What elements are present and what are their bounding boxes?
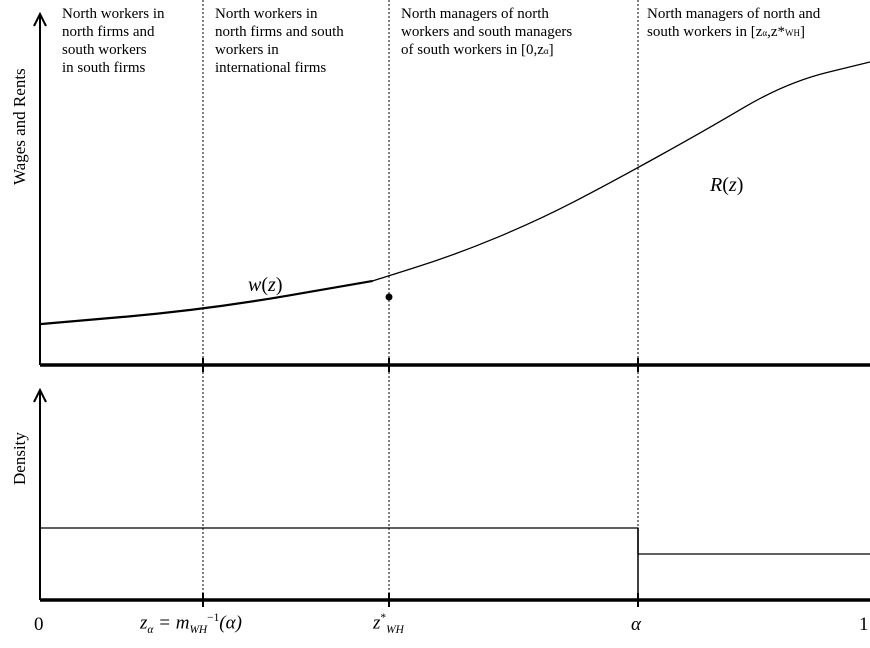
region-3-sub: α	[543, 46, 549, 56]
z-alpha-eq: = m	[153, 612, 190, 634]
region-2-label: North workers in north firms and south w…	[215, 6, 344, 76]
z-alpha-arg: (α)	[219, 612, 242, 634]
intersection-point	[385, 293, 393, 301]
region-4-comma: ,z*	[767, 24, 786, 40]
density-line	[40, 527, 870, 555]
z-alpha-z: z	[140, 612, 148, 634]
bottom-y-axis-arrow	[33, 387, 47, 403]
region-4-sub-wh: WH	[785, 28, 801, 38]
region-4-sub-alpha: α	[762, 28, 768, 38]
region-3-close: ]	[548, 42, 554, 58]
r-arg: (z)	[722, 174, 744, 196]
z-star-sub: WH	[386, 624, 404, 637]
w-arg: (z)	[261, 274, 283, 296]
w-curve	[39, 279, 373, 326]
tick-z-alpha: zα = mWH−1(α)	[140, 612, 242, 636]
r-curve-label: R(z)	[710, 174, 743, 197]
z-alpha-sub: α	[147, 624, 154, 637]
region-4-text: North managers of north and south worker…	[647, 6, 821, 40]
r-symbol: R	[710, 174, 723, 196]
y-label-density: Density	[10, 432, 29, 485]
region-3-label: North managers of north workers and sout…	[401, 5, 572, 60]
tick-alpha: α	[631, 614, 641, 635]
region-4-label: North managers of north and south worker…	[647, 5, 820, 42]
tick-one: 1	[859, 614, 869, 635]
z-star-sup: *	[380, 612, 387, 624]
z-alpha-sup: −1	[207, 612, 220, 624]
top-y-axis-arrow	[33, 11, 47, 27]
y-label-wages: Wages and Rents	[10, 68, 29, 185]
tick-zero: 0	[34, 614, 44, 635]
region-4-close: ]	[800, 24, 806, 40]
region-3-text: North managers of north workers and sout…	[401, 6, 573, 58]
r-curve	[372, 61, 870, 282]
region-1-label: North workers in north firms and south w…	[62, 6, 165, 76]
w-symbol: w	[248, 274, 262, 296]
w-curve-label: w(z)	[248, 274, 282, 297]
z-alpha-m-sub: WH	[189, 624, 208, 637]
tick-z-star: z*WH	[373, 612, 404, 636]
z-star-z: z	[373, 612, 381, 634]
